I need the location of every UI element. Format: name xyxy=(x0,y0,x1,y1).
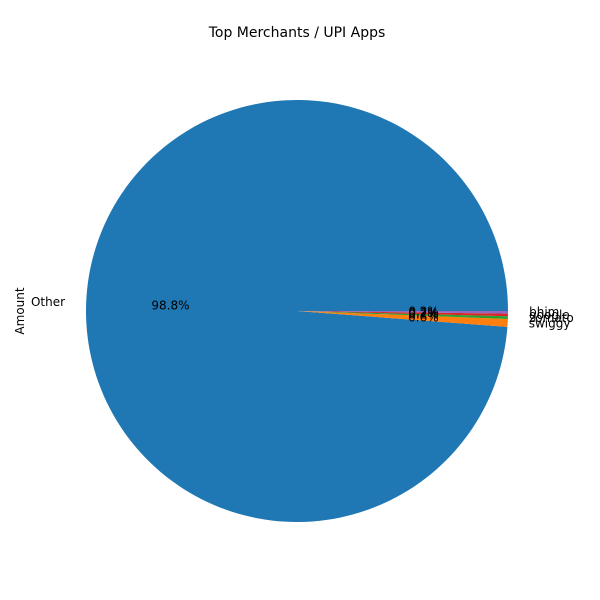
slice-percent-zomato: 0.2% xyxy=(408,307,439,321)
pie-slice-zomato xyxy=(297,311,508,319)
slice-label-bhim: bhim xyxy=(529,305,559,319)
chart-title: Top Merchants / UPI Apps xyxy=(208,25,386,41)
pie-slice-google xyxy=(297,311,508,317)
slice-label-other: Other xyxy=(31,295,65,309)
slice-percent-other: 98.8% xyxy=(151,299,189,313)
pie-slices xyxy=(86,99,509,522)
slice-label-google: google xyxy=(529,308,570,322)
slice-percent-bhim: 0.2% xyxy=(408,304,439,318)
y-axis-label: Amount xyxy=(13,287,27,334)
slice-percent-google: 0.2% xyxy=(408,306,439,320)
slice-label-swiggy: swiggy xyxy=(529,317,571,331)
pie-slice-other xyxy=(86,99,509,522)
pie-slice-swiggy xyxy=(297,311,508,327)
pie-slice-bhim xyxy=(297,311,508,314)
slice-percent-swiggy: 0.6% xyxy=(408,311,439,325)
slice-label-zomato: zomato xyxy=(529,311,574,325)
